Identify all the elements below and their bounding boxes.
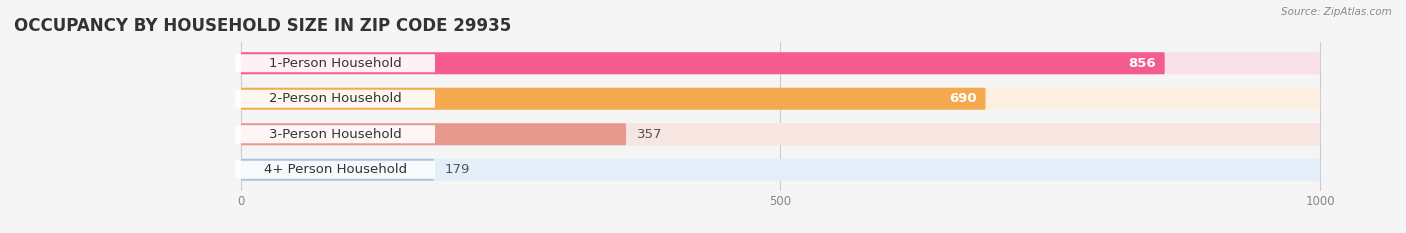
Text: 179: 179 — [444, 163, 470, 176]
FancyBboxPatch shape — [240, 88, 1320, 110]
FancyBboxPatch shape — [240, 159, 1320, 181]
Text: 4+ Person Household: 4+ Person Household — [263, 163, 406, 176]
FancyBboxPatch shape — [240, 123, 626, 145]
FancyBboxPatch shape — [240, 52, 1164, 74]
FancyBboxPatch shape — [235, 90, 434, 108]
FancyBboxPatch shape — [240, 159, 434, 181]
FancyBboxPatch shape — [240, 52, 1320, 74]
Text: 1-Person Household: 1-Person Household — [269, 57, 402, 70]
Text: 3-Person Household: 3-Person Household — [269, 128, 402, 141]
Text: 357: 357 — [637, 128, 662, 141]
FancyBboxPatch shape — [240, 123, 1320, 145]
Text: 856: 856 — [1129, 57, 1156, 70]
FancyBboxPatch shape — [235, 125, 434, 143]
Text: 690: 690 — [949, 92, 977, 105]
FancyBboxPatch shape — [235, 161, 434, 179]
Text: Source: ZipAtlas.com: Source: ZipAtlas.com — [1281, 7, 1392, 17]
FancyBboxPatch shape — [240, 88, 986, 110]
Text: 2-Person Household: 2-Person Household — [269, 92, 402, 105]
Text: OCCUPANCY BY HOUSEHOLD SIZE IN ZIP CODE 29935: OCCUPANCY BY HOUSEHOLD SIZE IN ZIP CODE … — [14, 17, 512, 35]
FancyBboxPatch shape — [235, 54, 434, 72]
